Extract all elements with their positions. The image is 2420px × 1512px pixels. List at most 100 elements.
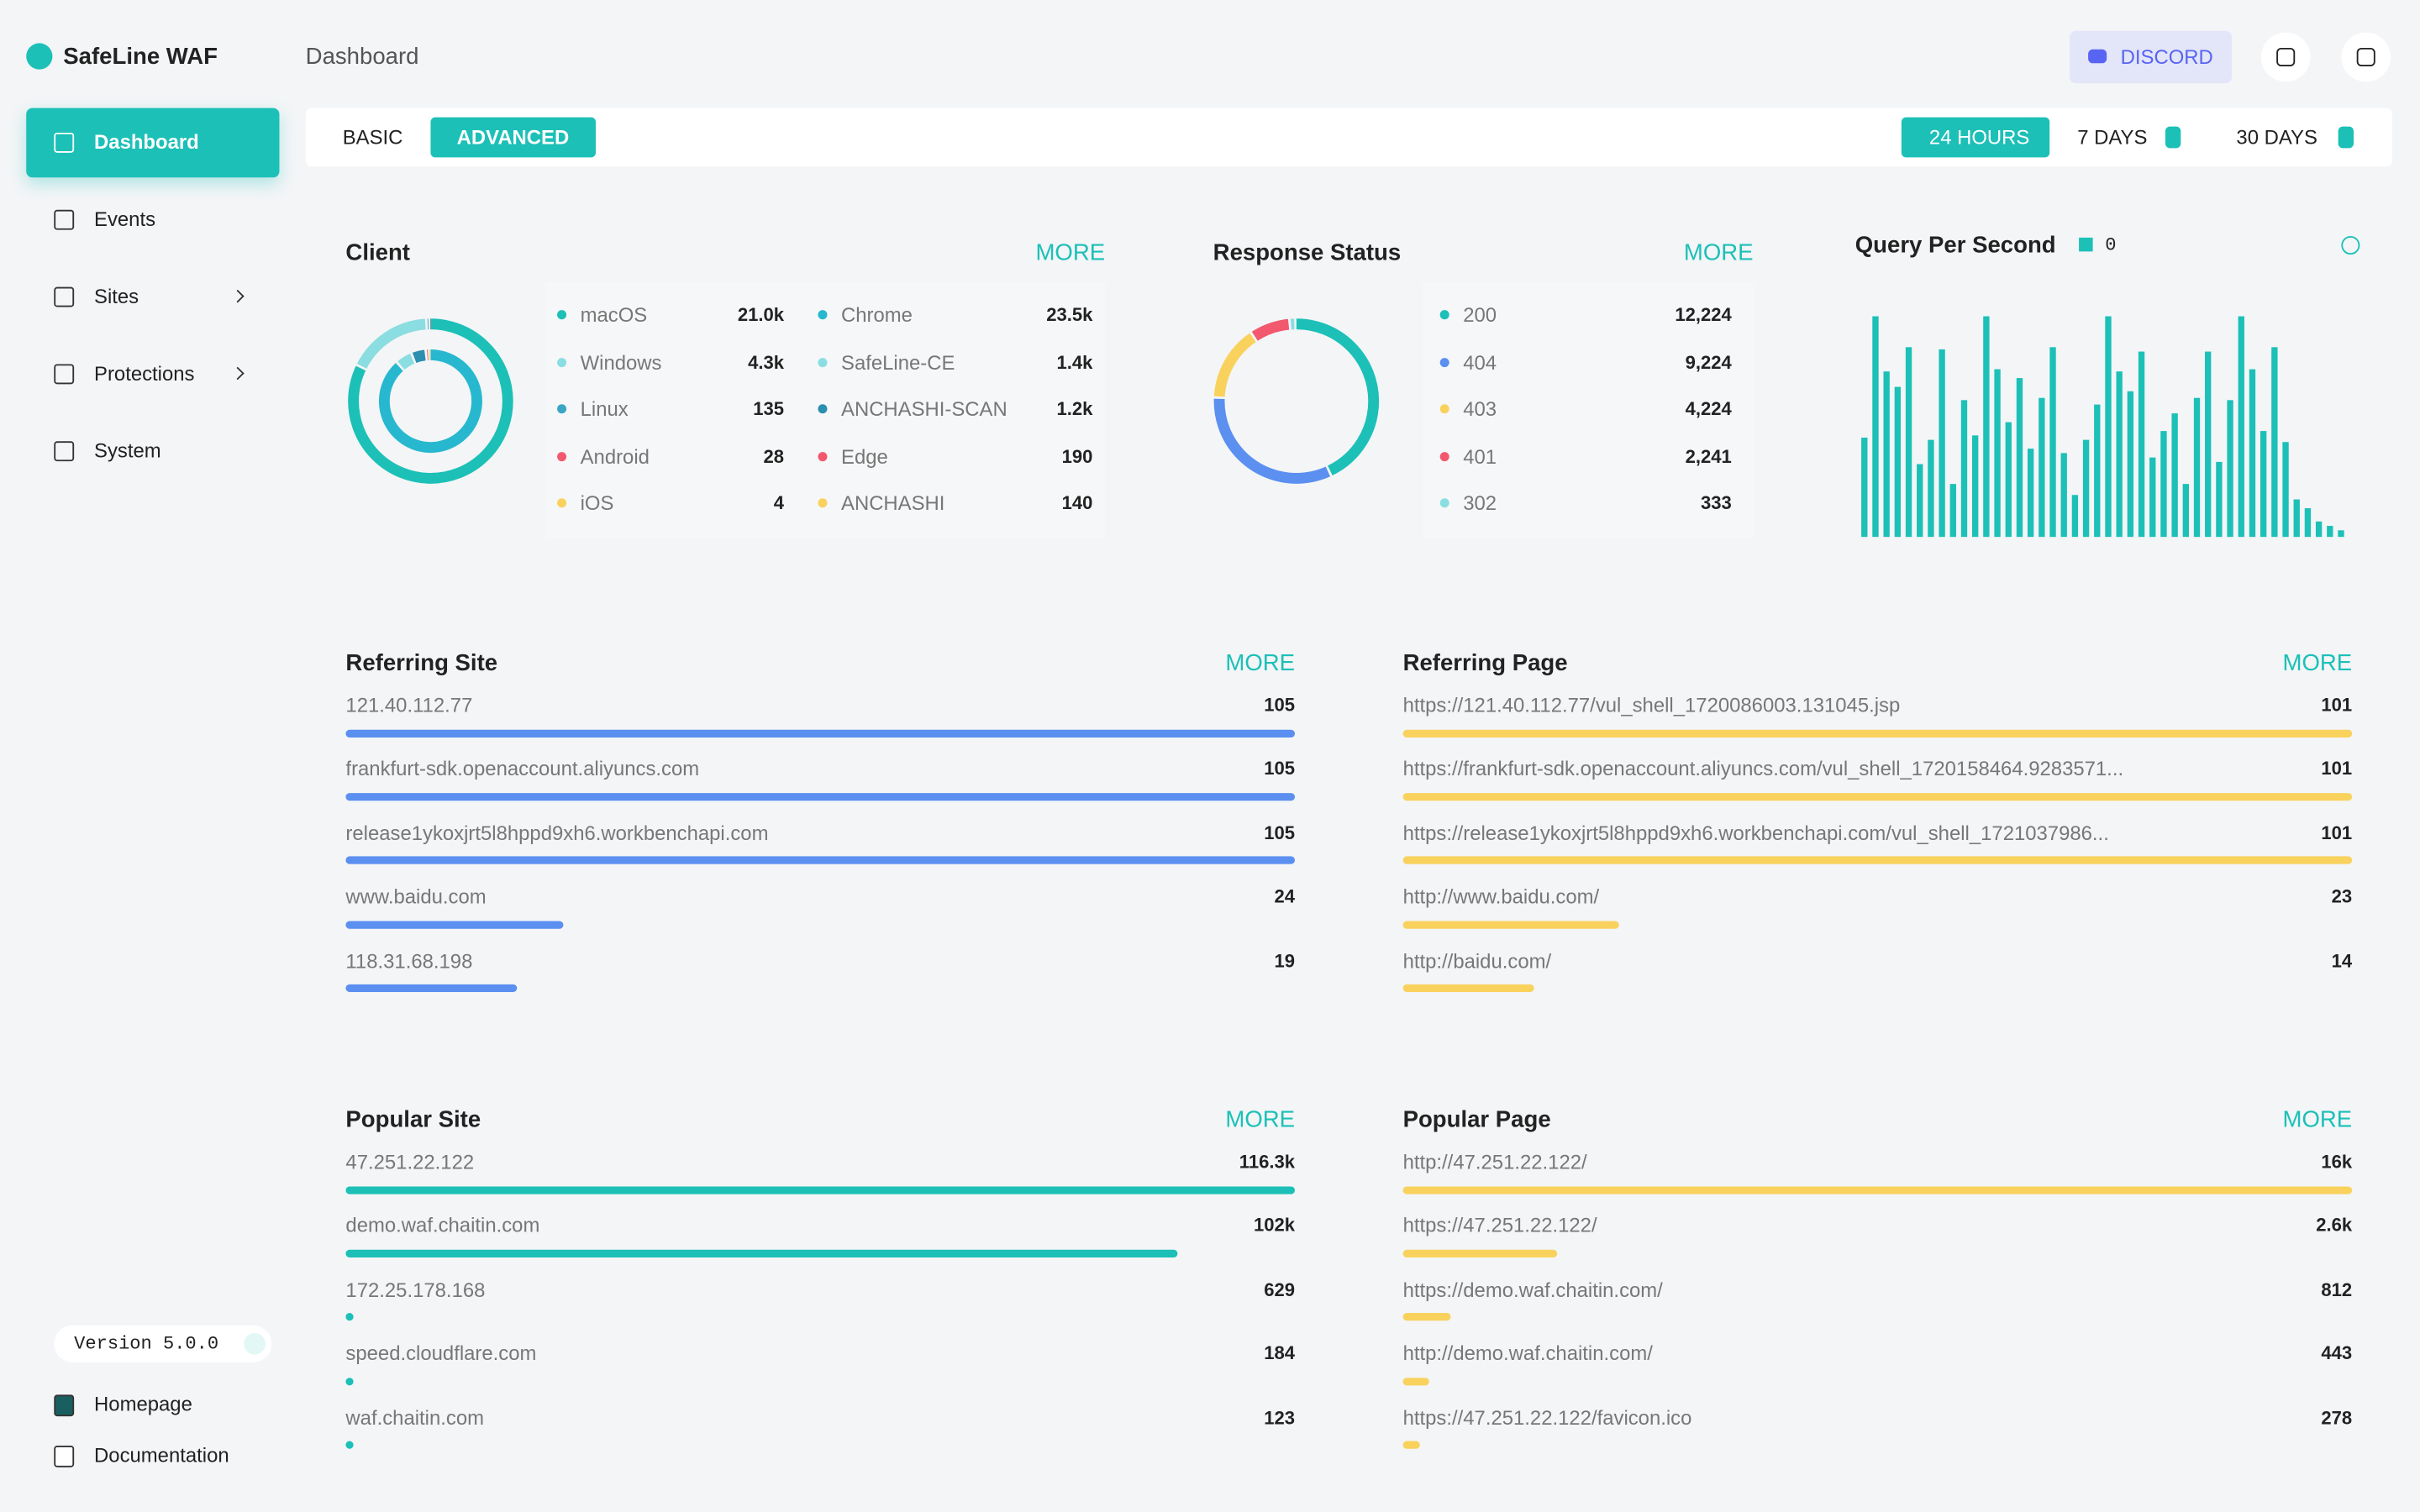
bar	[345, 920, 563, 929]
bar-track	[1402, 920, 2353, 929]
legend-dot	[1439, 310, 1449, 320]
bar-track	[345, 920, 1296, 929]
row-value: 105	[1264, 694, 1296, 717]
row-name: 172.25.178.168	[345, 1278, 486, 1301]
bar	[345, 984, 518, 993]
nav-item[interactable]: Sites	[94, 284, 139, 308]
bar	[345, 1313, 354, 1321]
legend-value: 135	[753, 397, 785, 420]
link-icon	[54, 1446, 75, 1467]
nav-icon	[54, 441, 75, 462]
qps-bar	[2304, 508, 2312, 538]
row-name: https://47.251.22.122/favicon.ico	[1402, 1405, 1692, 1429]
qps-bar	[1949, 484, 1956, 538]
legend-name: 200	[1463, 302, 1497, 327]
legend-dot	[557, 357, 567, 367]
nav-item[interactable]: System	[94, 438, 161, 463]
qps-bar	[2327, 526, 2333, 538]
tab[interactable]: ADVANCED	[456, 125, 570, 150]
tab-active	[430, 117, 596, 158]
row-value: 116.3k	[1239, 1151, 1296, 1173]
nav-item[interactable]: Dashboard	[94, 130, 199, 154]
bar-track	[1402, 1249, 2353, 1257]
row-value: 24	[1274, 885, 1296, 908]
card-title: Response Status	[1213, 239, 1402, 266]
row-value: 14	[2331, 949, 2353, 972]
donut-segment	[378, 349, 482, 454]
legend-dot	[1439, 357, 1449, 367]
row-value: 101	[2321, 822, 2353, 844]
sidebar-link[interactable]: Documentation	[94, 1443, 229, 1467]
qps-bar	[1861, 437, 1868, 538]
card-title: Client	[345, 239, 410, 266]
qps-bar	[2016, 378, 2023, 538]
tab[interactable]: BASIC	[342, 125, 403, 150]
row-name: frankfurt-sdk.openaccount.aliyuncs.com	[345, 757, 700, 781]
chart	[348, 318, 513, 484]
more[interactable]: MORE	[1225, 1106, 1296, 1134]
bar	[1402, 1249, 1558, 1257]
icon-btn[interactable]	[2341, 32, 2391, 82]
row-value: 629	[1264, 1278, 1296, 1300]
legend-name: Chrome	[841, 302, 913, 327]
nav-item[interactable]: Events	[94, 207, 156, 231]
bar	[345, 1441, 354, 1449]
nav-item[interactable]: Protections	[94, 361, 195, 386]
qps-bar	[2249, 369, 2256, 538]
bar	[345, 792, 1296, 801]
legend-name: Linux	[580, 396, 629, 421]
bar	[1402, 856, 2353, 865]
nav-icon	[54, 364, 75, 385]
more[interactable]: MORE	[2282, 650, 2353, 677]
more[interactable]: MORE	[1225, 650, 1296, 677]
legend-name: 404	[1463, 349, 1497, 374]
range-active	[1901, 117, 2050, 158]
range[interactable]: 24 HOURS	[1928, 125, 2030, 150]
legend-name: Windows	[580, 349, 662, 374]
row-value: 23	[2331, 885, 2353, 908]
bar	[1402, 728, 2353, 738]
row-value: 101	[2321, 758, 2353, 780]
qps-bar	[2060, 453, 2067, 538]
legend-value: 2,241	[1685, 444, 1732, 467]
row-name: http://47.251.22.122/	[1402, 1150, 1587, 1173]
qps-bar	[2027, 449, 2034, 538]
more[interactable]: MORE	[1035, 239, 1106, 266]
legend-value: 4,224	[1685, 397, 1732, 420]
range[interactable]: 7 DAYS	[2077, 125, 2148, 150]
legend-name: Android	[580, 444, 650, 468]
qps-bar	[1928, 439, 1934, 538]
card-title: Popular Site	[345, 1106, 481, 1134]
legend-dot	[818, 498, 828, 508]
icon-btn[interactable]	[2260, 32, 2311, 82]
more[interactable]: MORE	[2282, 1106, 2353, 1134]
row-name: www.baidu.com	[345, 885, 487, 909]
row-name: https://demo.waf.chaitin.com/	[1402, 1278, 1663, 1301]
legend-dot	[818, 357, 828, 367]
qps-bar	[2116, 371, 2123, 538]
bar	[345, 856, 1296, 865]
qps-bar	[2227, 400, 2233, 538]
qps-bar	[1917, 464, 1923, 538]
legend-dot	[818, 451, 828, 461]
qps-bar	[2138, 351, 2145, 538]
nav-icon	[54, 209, 75, 230]
chevron	[231, 289, 245, 303]
bar	[1402, 1441, 1420, 1449]
more[interactable]: MORE	[1683, 239, 1754, 266]
bar-track	[345, 1441, 1296, 1449]
legend-name: Edge	[841, 444, 888, 468]
row-value: 102k	[1253, 1215, 1296, 1236]
range[interactable]: 30 DAYS	[2236, 125, 2317, 150]
legend-dot	[818, 310, 828, 320]
legend-value: 1.2k	[1056, 397, 1093, 420]
sidebar-link[interactable]: Homepage	[94, 1392, 192, 1416]
qps-bar	[2271, 347, 2278, 538]
version-icon	[244, 1332, 266, 1355]
qps-bar	[2160, 431, 2167, 538]
bar	[1402, 1185, 2353, 1194]
qps-bar	[2039, 397, 2045, 538]
version: Version 5.0.0	[74, 1332, 219, 1355]
qps-bar	[2238, 316, 2244, 538]
refresh[interactable]	[2341, 236, 2360, 255]
